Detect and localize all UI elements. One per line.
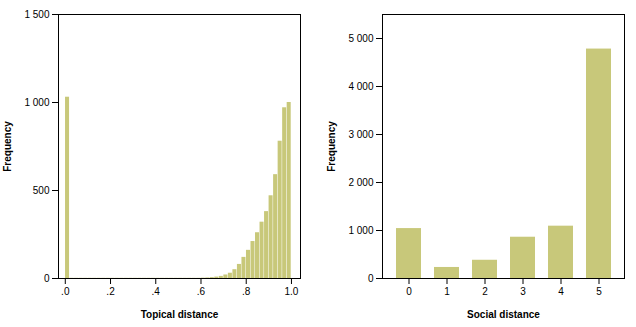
svg-text:0: 0 [368, 273, 374, 284]
svg-text:Social distance: Social distance [467, 309, 540, 320]
svg-text:1.0: 1.0 [285, 286, 299, 297]
svg-text:1: 1 [444, 286, 450, 297]
svg-text:.0: .0 [61, 286, 70, 297]
svg-text:Frequency: Frequency [326, 121, 337, 172]
svg-text:.2: .2 [106, 286, 115, 297]
svg-text:3 000: 3 000 [348, 129, 373, 140]
svg-text:1 000: 1 000 [24, 97, 49, 108]
svg-text:3: 3 [520, 286, 526, 297]
svg-text:4 000: 4 000 [348, 81, 373, 92]
svg-text:.8: .8 [242, 286, 251, 297]
svg-text:.4: .4 [152, 286, 161, 297]
svg-text:1 000: 1 000 [348, 225, 373, 236]
svg-text:4: 4 [558, 286, 564, 297]
svg-text:0: 0 [406, 286, 412, 297]
svg-text:5: 5 [596, 286, 602, 297]
svg-text:Topical distance: Topical distance [141, 309, 219, 320]
svg-text:Frequency: Frequency [2, 121, 13, 172]
svg-text:2 000: 2 000 [348, 177, 373, 188]
svg-text:0: 0 [44, 273, 50, 284]
svg-text:1 500: 1 500 [24, 9, 49, 20]
svg-text:500: 500 [33, 185, 50, 196]
svg-text:2: 2 [482, 286, 488, 297]
svg-text:.6: .6 [197, 286, 206, 297]
svg-text:5 000: 5 000 [348, 33, 373, 44]
